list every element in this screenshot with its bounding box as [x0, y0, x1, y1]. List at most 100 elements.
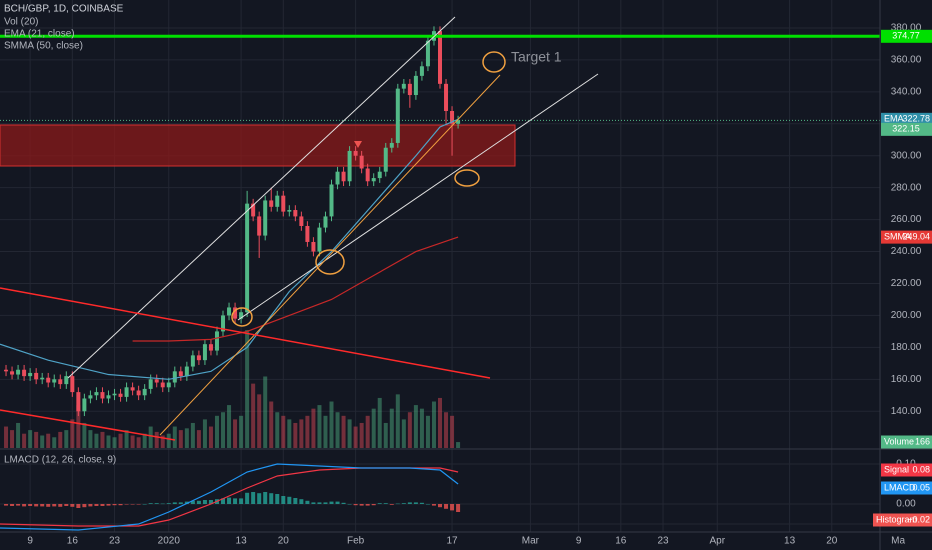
histogram-bar	[64, 504, 69, 506]
volume-bar	[172, 426, 177, 448]
candle-body	[118, 393, 123, 397]
volume-bar	[311, 408, 316, 448]
volume-bar	[299, 419, 304, 448]
volume-bar	[16, 422, 21, 448]
volume-bar	[335, 412, 340, 448]
indicator-legend: SMMA (50, close)	[4, 41, 83, 52]
y-tick-label: 380.00	[891, 23, 922, 34]
histogram-bar	[22, 504, 27, 507]
x-tick-label: 13	[784, 536, 796, 547]
candle-body	[347, 150, 352, 182]
volume-bar	[136, 437, 141, 448]
candle-body	[251, 203, 256, 217]
x-tick-label: 23	[109, 536, 121, 547]
volume-bar	[353, 426, 358, 448]
histogram-bar	[317, 502, 322, 504]
candle-body	[4, 369, 9, 372]
y-tick-label: 160.00	[891, 374, 922, 385]
volume-bar	[317, 405, 322, 448]
x-tick-label: 9	[27, 536, 33, 547]
volume-bar	[46, 433, 51, 448]
candle-body	[311, 241, 316, 252]
histogram-bar	[94, 504, 99, 506]
volume-bar	[34, 431, 39, 448]
label-box	[873, 513, 932, 527]
histogram-bar	[172, 502, 177, 504]
candle-body	[419, 66, 424, 76]
trend-line	[237, 73, 599, 321]
price-label: 322.15	[881, 122, 932, 136]
volume-bar	[425, 415, 430, 448]
histogram-bar	[239, 498, 244, 504]
volume-bar	[329, 401, 334, 448]
x-tick-label: 20	[826, 536, 838, 547]
x-tick-label: 23	[657, 536, 669, 547]
candle-body	[172, 371, 177, 383]
candle-body	[148, 379, 153, 389]
candle-body	[341, 171, 346, 182]
grid	[0, 0, 880, 532]
histogram-bar	[178, 502, 183, 504]
candle-body	[34, 372, 39, 380]
histogram-bar	[341, 502, 346, 504]
histogram-bar	[28, 504, 33, 506]
histogram-bar	[4, 504, 9, 506]
histogram-label: Histogram−0.02	[873, 513, 932, 527]
label-box	[881, 230, 932, 244]
histogram-bar	[58, 504, 63, 507]
volume-bar	[383, 422, 388, 448]
histogram-bar	[221, 498, 226, 504]
volume-bar	[70, 419, 75, 448]
x-tick-label: Ma	[891, 536, 905, 547]
volume-bar	[263, 376, 268, 448]
histogram-bar	[407, 502, 412, 504]
volume-bar	[166, 433, 171, 448]
indicator-legend: EMA (21, close)	[4, 29, 75, 40]
volume-bar	[395, 394, 400, 448]
candle-body	[52, 379, 57, 383]
label-text: 0.05	[912, 482, 930, 492]
y-tick-label: 280.00	[891, 182, 922, 193]
y-tick-label: 300.00	[891, 150, 922, 161]
histogram-bar	[450, 504, 455, 511]
label-box	[881, 29, 932, 43]
histogram-bar	[431, 504, 436, 506]
trend-line	[0, 287, 491, 379]
histogram-bar	[269, 493, 274, 504]
volume-bar	[431, 401, 436, 448]
candle-body	[40, 377, 45, 380]
volume-bar	[413, 405, 418, 448]
macd-label: Signal 0.08	[881, 463, 932, 477]
volume-bar	[257, 394, 262, 448]
histogram-bar	[371, 504, 376, 506]
level-label: 374.77	[881, 29, 932, 43]
candle-body	[46, 377, 51, 383]
histogram-bar	[401, 503, 406, 504]
histogram-bar	[293, 498, 298, 504]
candle-body	[293, 210, 298, 217]
candle-body	[208, 344, 213, 351]
x-tick-label: 13	[236, 536, 248, 547]
x-tick-label: 16	[615, 536, 627, 547]
histogram-bar	[245, 492, 250, 504]
histogram-bar	[281, 496, 286, 504]
volume-bar	[10, 430, 15, 448]
histogram-bar	[70, 504, 75, 507]
histogram-bar	[365, 504, 370, 506]
volume-bar	[196, 430, 201, 448]
histogram-bar	[413, 502, 418, 504]
volume-bar	[184, 428, 189, 448]
candle-body	[82, 398, 87, 412]
histogram-bar	[335, 501, 340, 504]
histogram-bar	[166, 503, 171, 504]
circle-drawing	[454, 169, 480, 187]
histogram-bar	[202, 500, 207, 504]
volume-bar	[227, 405, 232, 448]
candle-body	[64, 376, 69, 385]
volume-bar	[456, 442, 461, 448]
histogram-bar	[299, 499, 304, 504]
x-tick-label: Mar	[522, 536, 540, 547]
y-tick-label: 340.00	[891, 86, 922, 97]
macd-line	[0, 463, 459, 531]
